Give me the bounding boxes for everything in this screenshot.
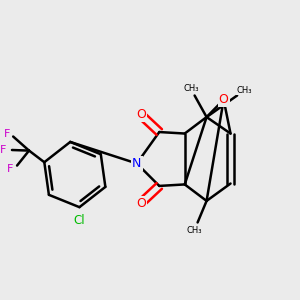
Text: Cl: Cl <box>74 214 85 227</box>
Text: F: F <box>0 145 6 155</box>
Text: CH₃: CH₃ <box>187 226 203 235</box>
Text: O: O <box>136 197 146 210</box>
Text: CH₃: CH₃ <box>184 83 200 92</box>
Text: O: O <box>136 108 146 121</box>
Text: CH₃: CH₃ <box>237 85 252 94</box>
Text: N: N <box>132 157 142 170</box>
Text: O: O <box>219 93 229 106</box>
Text: F: F <box>7 164 14 174</box>
Text: F: F <box>3 128 10 139</box>
